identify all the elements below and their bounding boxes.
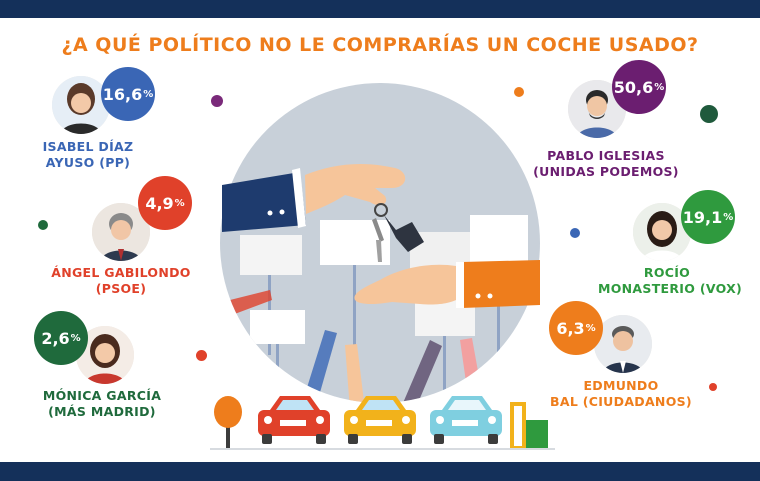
candidate-name: MÓNICA GARCÍA (MÁS MADRID) — [42, 388, 162, 419]
tree-icon — [214, 396, 242, 448]
hand-receiving — [354, 260, 540, 308]
candidate-name: ROCÍO MONASTERIO (VOX) — [598, 265, 743, 296]
decor-dot — [709, 383, 717, 391]
decor-dot — [211, 95, 223, 107]
decor-dot — [196, 350, 207, 361]
avatar — [633, 203, 691, 261]
avatar — [52, 76, 110, 134]
percentage-bubble: 6,3% — [549, 301, 603, 355]
percentage-bubble: 19,1% — [681, 190, 735, 244]
percentage-bubble: 50,6% — [612, 60, 666, 114]
candidate-name: EDMUNDO BAL (CIUDADANOS) — [550, 378, 692, 409]
top-band — [0, 0, 760, 18]
ground-line — [210, 448, 555, 450]
chart-title: ¿A QUÉ POLÍTICO NO LE COMPRARÍAS UN COCH… — [61, 34, 699, 56]
decor-dot — [514, 87, 524, 97]
decor-dot — [38, 220, 48, 230]
decor-dot — [700, 105, 718, 123]
red-car-icon — [258, 396, 330, 444]
candidate-name: ÁNGEL GABILONDO (PSOE) — [51, 265, 191, 296]
candidate-name: ISABEL DÍAZ AYUSO (PP) — [42, 139, 134, 170]
blue-car-icon — [430, 396, 502, 444]
avatar — [594, 315, 652, 373]
candidate-name: PABLO IGLESIAS (UNIDAS PODEMOS) — [533, 148, 679, 179]
building-icon — [510, 402, 548, 448]
percentage-bubble: 4,9% — [138, 176, 192, 230]
percentage-bubble: 2,6% — [34, 311, 88, 365]
yellow-car-icon — [344, 396, 416, 444]
bottom-band — [0, 462, 760, 481]
hand-giving-keys — [222, 164, 424, 262]
percentage-bubble: 16,6% — [101, 67, 155, 121]
decor-dot — [570, 228, 580, 238]
